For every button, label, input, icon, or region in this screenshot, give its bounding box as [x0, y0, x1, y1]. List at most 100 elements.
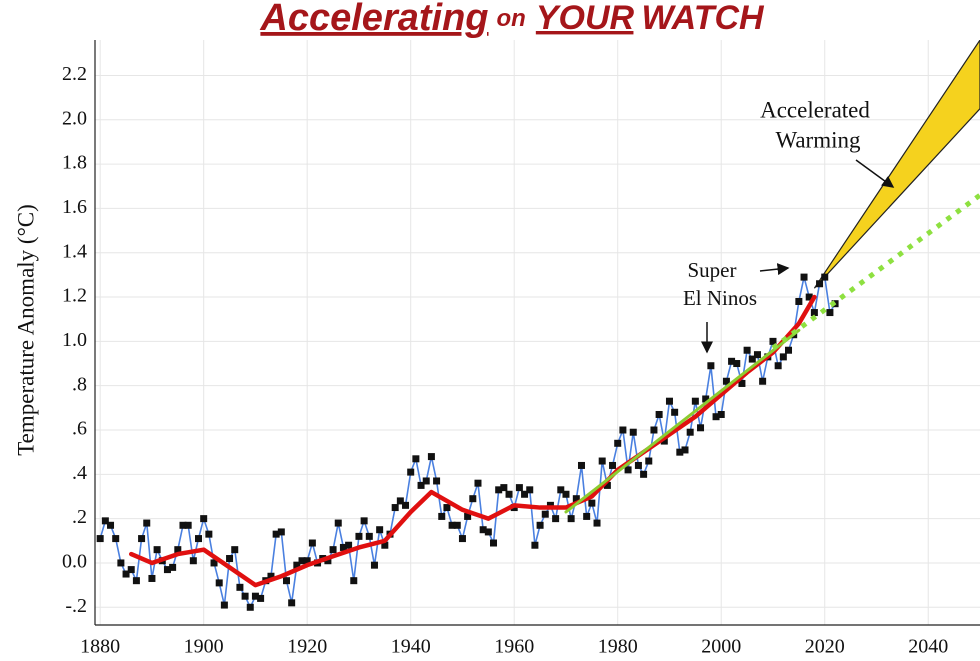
data-point: [609, 461, 617, 469]
data-point: [370, 561, 378, 569]
data-point: [495, 486, 503, 494]
data-point: [215, 579, 223, 587]
data-point: [412, 455, 420, 463]
data-point: [645, 457, 653, 465]
data-point: [614, 439, 622, 447]
data-point: [826, 309, 834, 317]
x-tick-label: 1900: [184, 636, 224, 658]
data-point: [308, 539, 316, 547]
data-point: [484, 528, 492, 536]
data-point: [717, 410, 725, 418]
data-point: [101, 517, 109, 525]
data-point: [355, 532, 363, 540]
series-line: [99, 276, 836, 609]
x-tick-label: 1960: [494, 636, 534, 658]
data-point: [671, 408, 679, 416]
data-point: [360, 517, 368, 525]
data-point: [733, 360, 741, 368]
data-point: [169, 563, 177, 571]
y-tick-label: -.2: [65, 595, 87, 617]
data-point: [697, 424, 705, 432]
data-point: [722, 377, 730, 385]
annotation: El Ninos: [683, 286, 757, 310]
data-point: [536, 521, 544, 529]
data-point: [257, 594, 265, 602]
data-point: [427, 453, 435, 461]
data-point: [552, 515, 560, 523]
data-point: [541, 510, 549, 518]
data-point: [438, 512, 446, 520]
warming-wedge: [813, 40, 980, 289]
data-point: [433, 477, 441, 485]
data-point: [593, 519, 601, 527]
data-point: [774, 362, 782, 370]
data-point: [272, 530, 280, 538]
data-point: [469, 495, 477, 503]
x-tick-label: 1980: [598, 636, 638, 658]
data-point: [572, 495, 580, 503]
data-point: [277, 528, 285, 536]
data-point: [241, 592, 249, 600]
data-point: [588, 499, 596, 507]
arrow: [759, 263, 790, 276]
data-point: [339, 543, 347, 551]
data-point: [350, 577, 358, 585]
data-point: [345, 541, 353, 549]
data-point: [226, 555, 234, 563]
data-point: [562, 490, 570, 498]
data-point: [448, 521, 456, 529]
data-point: [634, 461, 642, 469]
data-point: [702, 395, 710, 403]
data-point: [407, 468, 415, 476]
data-point: [324, 557, 332, 565]
x-tick-label: 2020: [805, 636, 845, 658]
x-tick-label: 1940: [391, 636, 431, 658]
data-point: [422, 477, 430, 485]
grid: [95, 40, 980, 625]
data-point: [821, 273, 829, 281]
data-point: [531, 541, 539, 549]
data-point: [769, 337, 777, 345]
data-point: [676, 448, 684, 456]
data-point: [112, 535, 120, 543]
y-tick-label: .8: [72, 373, 87, 395]
arrow: [855, 159, 895, 188]
data-point: [490, 539, 498, 547]
y-axis-label: Temperature Anomaly (°C): [13, 204, 38, 456]
data-point: [143, 519, 151, 527]
data-point: [500, 484, 508, 492]
data-point: [810, 309, 818, 317]
data-point: [127, 566, 135, 574]
data-point: [236, 583, 244, 591]
data-point: [557, 486, 565, 494]
data-point: [96, 535, 104, 543]
data-point: [577, 461, 585, 469]
data-point: [417, 481, 425, 489]
data-point: [805, 293, 813, 301]
y-tick-label: .4: [72, 462, 87, 484]
data-point: [365, 532, 373, 540]
y-tick-label: .6: [72, 418, 87, 440]
data-point: [526, 486, 534, 494]
series-line: [128, 294, 817, 588]
data-point: [816, 280, 824, 288]
data-point: [298, 557, 306, 565]
data-point: [200, 515, 208, 523]
data-point: [153, 546, 161, 554]
plot-area: [96, 40, 980, 611]
data-point: [231, 546, 239, 554]
data-point: [443, 504, 451, 512]
data-point: [686, 428, 694, 436]
data-point: [728, 357, 736, 365]
data-point: [515, 484, 523, 492]
data-point: [779, 353, 787, 361]
data-point: [474, 479, 482, 487]
data-point: [246, 603, 254, 611]
x-tick-label: 1880: [80, 636, 120, 658]
data-point: [334, 519, 342, 527]
data-point: [195, 535, 203, 543]
data-point: [603, 481, 611, 489]
data-point: [619, 426, 627, 434]
data-point: [396, 497, 404, 505]
y-tick-label: .2: [72, 506, 87, 528]
